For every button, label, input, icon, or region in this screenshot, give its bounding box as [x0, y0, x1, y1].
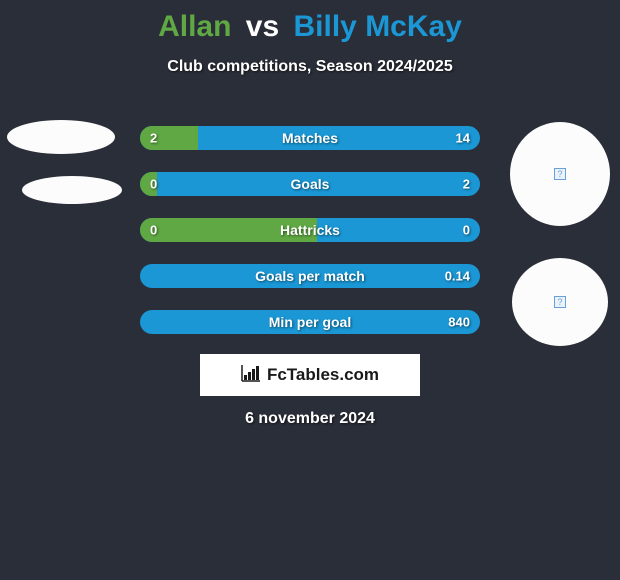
stat-label: Min per goal — [269, 314, 351, 330]
watermark: FcTables.com — [200, 354, 420, 396]
stat-value-right: 2 — [463, 177, 470, 192]
stat-bar-row: 0 Hattricks 0 — [140, 218, 480, 242]
placeholder-icon: ? — [554, 168, 566, 180]
stat-value-right: 14 — [456, 131, 470, 146]
player2-name: Billy McKay — [294, 10, 462, 43]
stat-value-left: 0 — [150, 177, 157, 192]
date-label: 6 november 2024 — [0, 410, 620, 428]
bar-chart-icon — [241, 364, 261, 387]
stat-bar-row: Min per goal 840 — [140, 310, 480, 334]
vs-label: vs — [246, 10, 279, 43]
stat-label: Goals — [291, 176, 330, 192]
stat-bar-left-fill — [140, 126, 198, 150]
stat-bar-row: 0 Goals 2 — [140, 172, 480, 196]
player2-avatar-circle-1: ? — [510, 122, 610, 226]
watermark-text: FcTables.com — [267, 365, 379, 385]
comparison-title: Allan vs Billy McKay — [0, 0, 620, 44]
placeholder-icon: ? — [554, 296, 566, 308]
player1-name: Allan — [158, 10, 231, 43]
stat-value-right: 0 — [463, 223, 470, 238]
stat-label: Matches — [282, 130, 338, 146]
player1-avatar-ellipse-2 — [22, 176, 122, 204]
player2-avatar-circle-2: ? — [512, 258, 608, 346]
player1-avatar-ellipse-1 — [7, 120, 115, 154]
stat-value-right: 0.14 — [445, 269, 470, 284]
stats-bars: 2 Matches 14 0 Goals 2 0 Hattricks 0 Goals per ma… — [140, 126, 480, 356]
stat-bar-row: 2 Matches 14 — [140, 126, 480, 150]
stat-label: Hattricks — [280, 222, 340, 238]
stat-value-right: 840 — [448, 315, 470, 330]
stat-value-left: 0 — [150, 223, 157, 238]
stat-label: Goals per match — [255, 268, 365, 284]
subtitle: Club competitions, Season 2024/2025 — [0, 58, 620, 76]
stat-bar-row: Goals per match 0.14 — [140, 264, 480, 288]
stat-value-left: 2 — [150, 131, 157, 146]
